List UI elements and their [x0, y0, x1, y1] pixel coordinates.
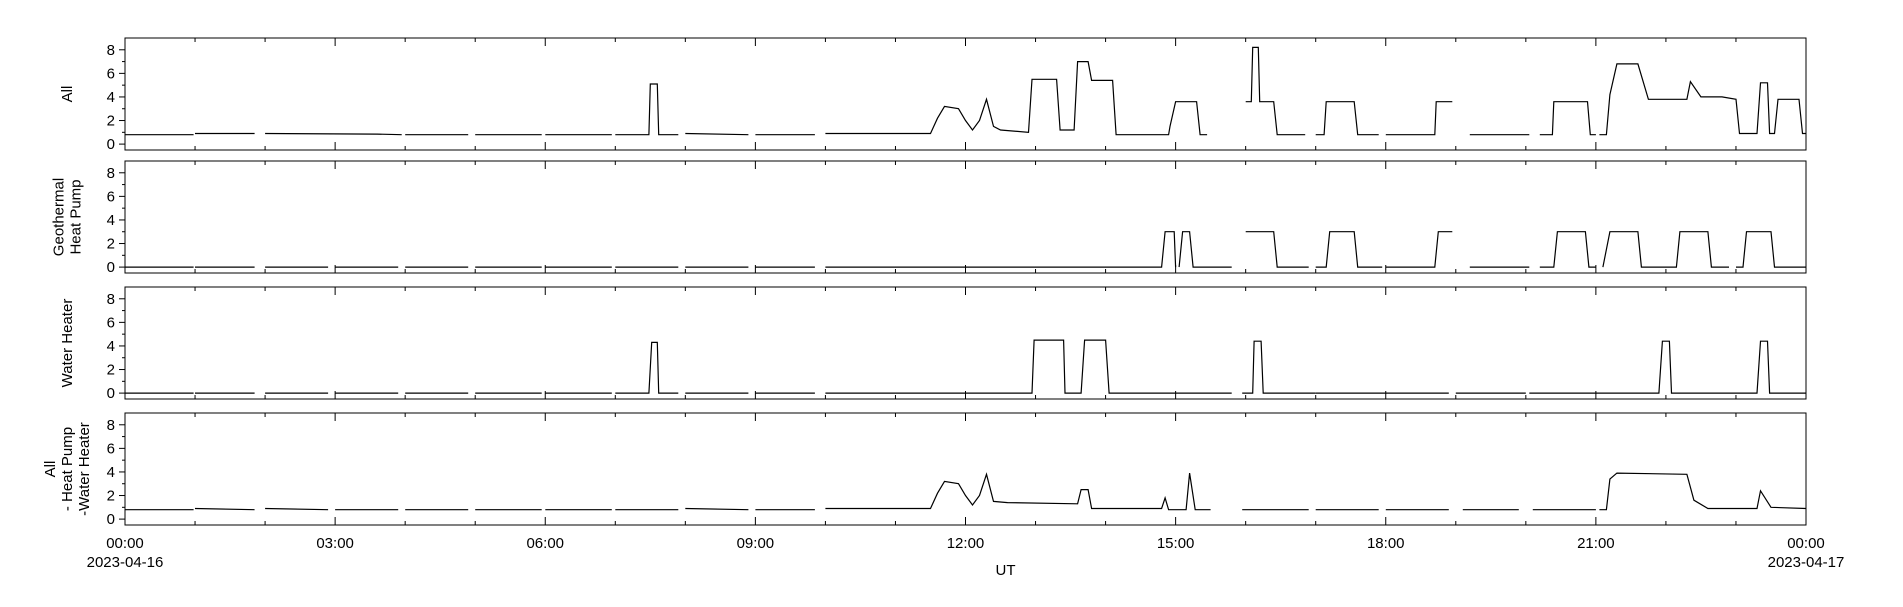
- series-line: [825, 339, 1232, 394]
- y-tick-label: 0: [107, 136, 115, 153]
- series-line: [1539, 101, 1596, 136]
- series-line: [265, 507, 329, 511]
- x-axis-label: UT: [996, 562, 1016, 579]
- series-line: [685, 132, 749, 136]
- x-tick-label: 00:00: [106, 535, 144, 552]
- panel-1: 0 2 4 6 8 All: [59, 37, 1807, 153]
- series-line: [1736, 231, 1806, 268]
- series-line: [194, 507, 255, 511]
- series-line: [1245, 46, 1306, 136]
- x-tick-label: 09:00: [737, 535, 775, 552]
- series-line: [1599, 472, 1807, 511]
- series-line: [1385, 101, 1453, 136]
- series-line: [1245, 231, 1309, 268]
- y-tick-label: 2: [107, 113, 115, 130]
- series-line: [615, 83, 679, 136]
- y-axis-label: Geothermal: [51, 178, 68, 256]
- y-axis-label: Heat Pump: [68, 179, 85, 254]
- series-line: [825, 231, 1177, 268]
- y-tick-label: 2: [107, 488, 115, 505]
- series-line: [1178, 231, 1232, 268]
- y-axis-label: -Water Heater: [76, 422, 93, 516]
- y-tick-label: 4: [107, 89, 115, 106]
- y-tick-label: 4: [107, 464, 115, 481]
- y-tick-label: 6: [107, 65, 115, 82]
- series-line: [265, 132, 402, 136]
- series-line: [1315, 101, 1379, 136]
- y-tick-label: 6: [107, 188, 115, 205]
- panel-2: 0 2 4 6 8 Geothermal Heat Pump: [51, 160, 1807, 276]
- series-line: [1385, 231, 1453, 268]
- panel-3: 0 2 4 6 8 Water Heater: [59, 286, 1807, 402]
- x-tick-date-label: 2023-04-16: [87, 554, 164, 571]
- y-tick-label: 4: [107, 338, 115, 355]
- y-tick-label: 6: [107, 314, 115, 331]
- x-tick-label: 03:00: [316, 535, 354, 552]
- y-axis-label: Water Heater: [59, 299, 76, 388]
- y-axis-label: All: [42, 461, 59, 478]
- series-line: [1529, 340, 1806, 394]
- y-tick-label: 0: [107, 385, 115, 402]
- y-axis-label: All: [59, 86, 76, 103]
- y-tick-label: 8: [107, 42, 115, 59]
- panels-group: 0 2 4 6 8 All 0 2 4 6 8 Geothermal Heat Pump 0 2 4 6 8 Wat…: [42, 37, 1807, 528]
- y-tick-label: 2: [107, 362, 115, 379]
- y-tick-label: 8: [107, 417, 115, 434]
- x-tick-label: 15:00: [1157, 535, 1195, 552]
- y-tick-label: 0: [107, 259, 115, 276]
- x-tick-date-label: 2023-04-17: [1768, 554, 1845, 571]
- y-tick-label: 0: [107, 511, 115, 528]
- series-line: [1315, 231, 1383, 268]
- x-tick-label: 21:00: [1577, 535, 1615, 552]
- x-tick-label: 12:00: [947, 535, 985, 552]
- y-tick-label: 6: [107, 440, 115, 457]
- y-tick-label: 8: [107, 291, 115, 308]
- x-tick-label: 18:00: [1367, 535, 1405, 552]
- series-line: [615, 341, 679, 394]
- series-line: [825, 472, 1211, 511]
- series-line: [685, 507, 749, 511]
- y-axis-label: - Heat Pump: [59, 427, 76, 511]
- y-tick-label: 4: [107, 212, 115, 229]
- series-line: [1539, 231, 1596, 268]
- series-line: [1242, 340, 1316, 394]
- x-axis-group: 00:00 2023-04-16 03:00 06:00 09:00 12:00 15:00…: [87, 535, 1845, 579]
- series-line: [825, 60, 1208, 136]
- y-tick-label: 8: [107, 165, 115, 182]
- series-line: [1602, 231, 1729, 268]
- series-line: [1599, 63, 1806, 136]
- x-tick-label: 00:00: [1787, 535, 1825, 552]
- panel-4: 0 2 4 6 8 All - Heat Pump -Water Heater: [42, 412, 1807, 528]
- y-tick-label: 2: [107, 236, 115, 253]
- x-tick-label: 06:00: [526, 535, 564, 552]
